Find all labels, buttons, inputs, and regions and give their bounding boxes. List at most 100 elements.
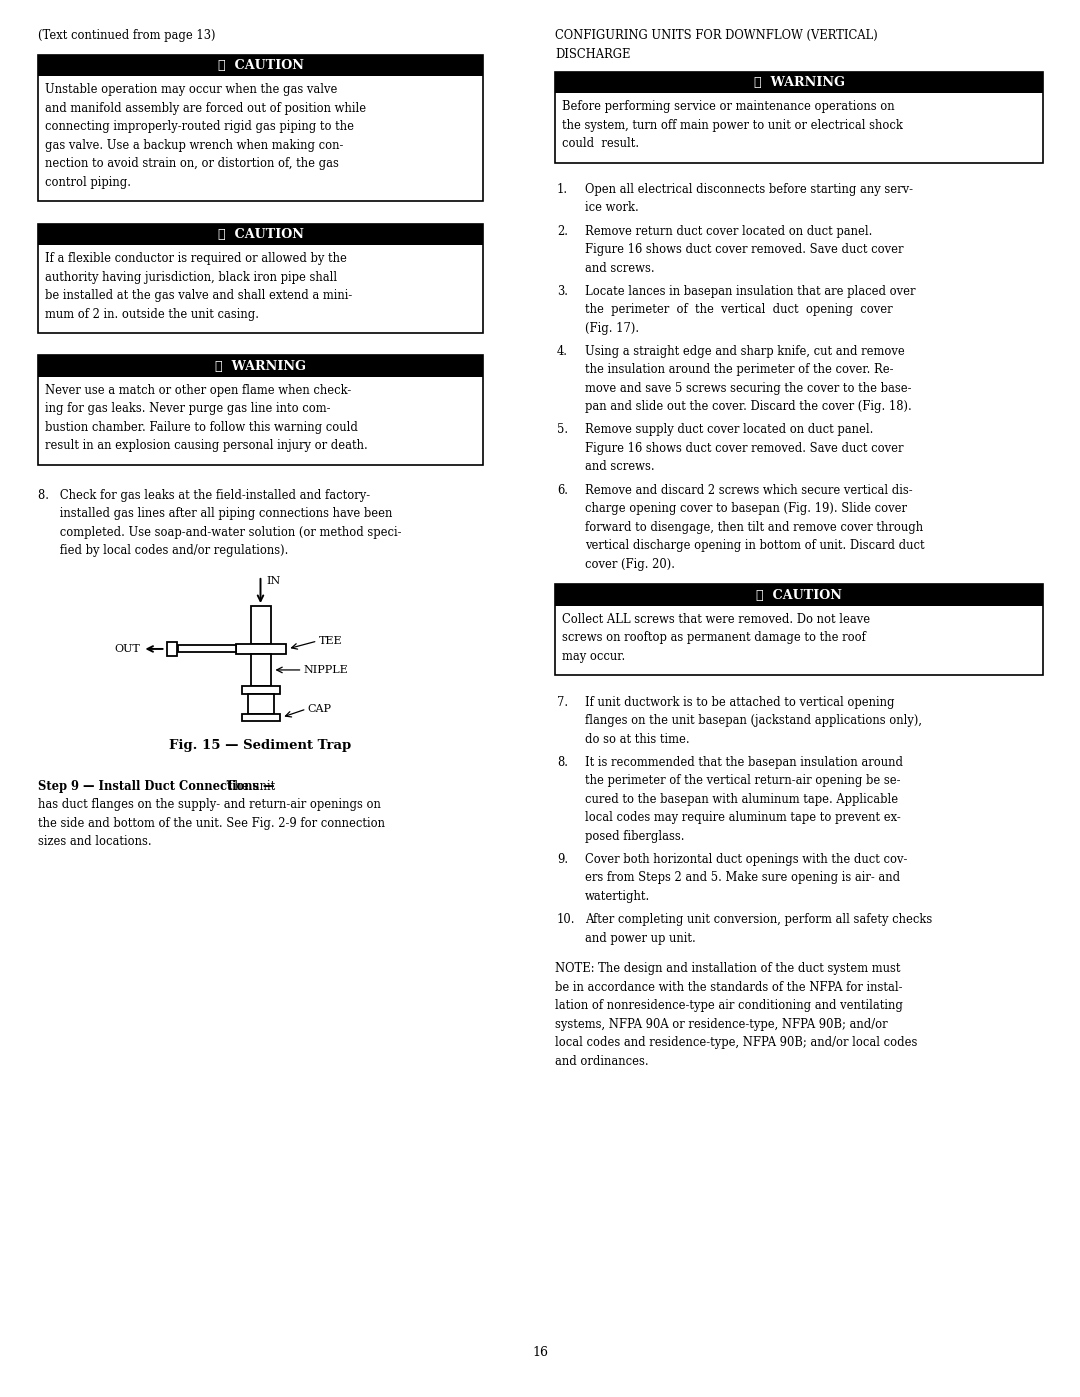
Text: OUT: OUT bbox=[114, 644, 140, 654]
Text: CONFIGURING UNITS FOR DOWNFLOW (VERTICAL): CONFIGURING UNITS FOR DOWNFLOW (VERTICAL… bbox=[555, 29, 878, 42]
Text: The unit: The unit bbox=[222, 780, 275, 792]
Text: gas valve. Use a backup wrench when making con-: gas valve. Use a backup wrench when maki… bbox=[45, 138, 343, 152]
Text: Remove return duct cover located on duct panel.: Remove return duct cover located on duct… bbox=[585, 225, 873, 237]
Text: and power up unit.: and power up unit. bbox=[585, 932, 696, 944]
Text: may occur.: may occur. bbox=[562, 650, 625, 662]
Text: 10.: 10. bbox=[557, 914, 576, 926]
Text: posed fiberglass.: posed fiberglass. bbox=[585, 830, 685, 842]
Text: Open all electrical disconnects before starting any serv-: Open all electrical disconnects before s… bbox=[585, 183, 913, 196]
Bar bbox=[555, 584, 1043, 606]
Text: sizes and locations.: sizes and locations. bbox=[38, 835, 151, 848]
Text: installed gas lines after all piping connections have been: installed gas lines after all piping con… bbox=[38, 507, 392, 520]
Text: connecting improperly-routed rigid gas piping to the: connecting improperly-routed rigid gas p… bbox=[45, 120, 354, 133]
Text: Fig. 15 — Sediment Trap: Fig. 15 — Sediment Trap bbox=[170, 739, 352, 752]
Bar bbox=[555, 71, 1043, 162]
Text: flanges on the unit basepan (jackstand applications only),: flanges on the unit basepan (jackstand a… bbox=[585, 714, 922, 728]
Text: CAP: CAP bbox=[308, 704, 332, 714]
Bar bbox=[38, 54, 483, 201]
Text: be installed at the gas valve and shall extend a mini-: be installed at the gas valve and shall … bbox=[45, 289, 352, 302]
Text: cured to the basepan with aluminum tape. Applicable: cured to the basepan with aluminum tape.… bbox=[585, 793, 899, 806]
Text: be in accordance with the standards of the NFPA for instal-: be in accordance with the standards of t… bbox=[555, 981, 903, 993]
Text: ing for gas leaks. Never purge gas line into com-: ing for gas leaks. Never purge gas line … bbox=[45, 402, 330, 415]
Text: 4.: 4. bbox=[557, 345, 568, 358]
Text: Collect ALL screws that were removed. Do not leave: Collect ALL screws that were removed. Do… bbox=[562, 613, 870, 626]
Text: and screws.: and screws. bbox=[585, 461, 654, 474]
Bar bbox=[251, 654, 270, 686]
Text: After completing unit conversion, perform all safety checks: After completing unit conversion, perfor… bbox=[585, 914, 932, 926]
Text: Figure 16 shows duct cover removed. Save duct cover: Figure 16 shows duct cover removed. Save… bbox=[585, 441, 904, 455]
Text: systems, NFPA 90A or residence-type, NFPA 90B; and/or: systems, NFPA 90A or residence-type, NFP… bbox=[555, 1017, 888, 1031]
Text: ⚠  WARNING: ⚠ WARNING bbox=[215, 359, 306, 373]
Text: ⚠  CAUTION: ⚠ CAUTION bbox=[217, 59, 303, 73]
Bar bbox=[38, 355, 483, 465]
Text: authority having jurisdiction, black iron pipe shall: authority having jurisdiction, black iro… bbox=[45, 271, 337, 284]
Text: control piping.: control piping. bbox=[45, 176, 131, 189]
Bar bbox=[38, 224, 483, 244]
Bar bbox=[38, 355, 483, 377]
Text: bustion chamber. Failure to follow this warning could: bustion chamber. Failure to follow this … bbox=[45, 420, 357, 434]
Text: charge opening cover to basepan (Fig. 19). Slide cover: charge opening cover to basepan (Fig. 19… bbox=[585, 502, 907, 515]
Text: TEE: TEE bbox=[319, 636, 342, 645]
Text: move and save 5 screws securing the cover to the base-: move and save 5 screws securing the cove… bbox=[585, 381, 912, 395]
Text: 6.: 6. bbox=[557, 483, 568, 496]
Text: 8.: 8. bbox=[557, 756, 568, 768]
Text: 16: 16 bbox=[532, 1345, 548, 1359]
Text: the insulation around the perimeter of the cover. Re-: the insulation around the perimeter of t… bbox=[585, 363, 893, 376]
Text: nection to avoid strain on, or distortion of, the gas: nection to avoid strain on, or distortio… bbox=[45, 158, 339, 170]
Text: NOTE: The design and installation of the duct system must: NOTE: The design and installation of the… bbox=[555, 963, 901, 975]
Text: and manifold assembly are forced out of position while: and manifold assembly are forced out of … bbox=[45, 102, 366, 115]
Bar bbox=[555, 71, 1043, 94]
Text: Locate lances in basepan insulation that are placed over: Locate lances in basepan insulation that… bbox=[585, 285, 916, 298]
Bar bbox=[38, 224, 483, 332]
Text: It is recommended that the basepan insulation around: It is recommended that the basepan insul… bbox=[585, 756, 903, 768]
Text: (Text continued from page 13): (Text continued from page 13) bbox=[38, 29, 216, 42]
Text: completed. Use soap-and-water solution (or method speci-: completed. Use soap-and-water solution (… bbox=[38, 525, 402, 539]
Bar bbox=[235, 644, 285, 654]
Text: 5.: 5. bbox=[557, 423, 568, 436]
Text: DISCHARGE: DISCHARGE bbox=[555, 47, 631, 60]
Bar bbox=[38, 54, 483, 77]
Text: result in an explosion causing personal injury or death.: result in an explosion causing personal … bbox=[45, 439, 368, 453]
Text: ⚠  CAUTION: ⚠ CAUTION bbox=[217, 228, 303, 240]
Text: (Fig. 17).: (Fig. 17). bbox=[585, 321, 639, 335]
Text: Remove supply duct cover located on duct panel.: Remove supply duct cover located on duct… bbox=[585, 423, 874, 436]
Text: 3.: 3. bbox=[557, 285, 568, 298]
Text: Unstable operation may occur when the gas valve: Unstable operation may occur when the ga… bbox=[45, 84, 337, 96]
Bar bbox=[242, 714, 280, 721]
Bar bbox=[167, 643, 177, 657]
Text: do so at this time.: do so at this time. bbox=[585, 732, 690, 746]
Text: watertight.: watertight. bbox=[585, 890, 650, 902]
Text: Before performing service or maintenance operations on: Before performing service or maintenance… bbox=[562, 101, 894, 113]
Text: NIPPLE: NIPPLE bbox=[303, 665, 348, 675]
Text: lation of nonresidence-type air conditioning and ventilating: lation of nonresidence-type air conditio… bbox=[555, 999, 903, 1011]
Bar bbox=[242, 686, 280, 694]
Text: screws on rooftop as permanent damage to the roof: screws on rooftop as permanent damage to… bbox=[562, 631, 866, 644]
Text: cover (Fig. 20).: cover (Fig. 20). bbox=[585, 557, 675, 570]
Text: the side and bottom of the unit. See Fig. 2-9 for connection: the side and bottom of the unit. See Fig… bbox=[38, 817, 384, 830]
Text: ⚠  CAUTION: ⚠ CAUTION bbox=[756, 588, 842, 602]
Text: If unit ductwork is to be attached to vertical opening: If unit ductwork is to be attached to ve… bbox=[585, 696, 894, 708]
Text: local codes may require aluminum tape to prevent ex-: local codes may require aluminum tape to… bbox=[585, 812, 901, 824]
Bar bbox=[177, 645, 235, 652]
Text: the system, turn off main power to unit or electrical shock: the system, turn off main power to unit … bbox=[562, 119, 903, 131]
Text: 8.   Check for gas leaks at the field-installed and factory-: 8. Check for gas leaks at the field-inst… bbox=[38, 489, 370, 502]
Text: Using a straight edge and sharp knife, cut and remove: Using a straight edge and sharp knife, c… bbox=[585, 345, 905, 358]
Text: 2.: 2. bbox=[557, 225, 568, 237]
Text: If a flexible conductor is required or allowed by the: If a flexible conductor is required or a… bbox=[45, 251, 347, 265]
Text: the  perimeter  of  the  vertical  duct  opening  cover: the perimeter of the vertical duct openi… bbox=[585, 303, 893, 316]
Text: vertical discharge opening in bottom of unit. Discard duct: vertical discharge opening in bottom of … bbox=[585, 539, 924, 552]
Text: Step 9 — Install Duct Connections —: Step 9 — Install Duct Connections — bbox=[38, 780, 274, 792]
Text: ers from Steps 2 and 5. Make sure opening is air- and: ers from Steps 2 and 5. Make sure openin… bbox=[585, 872, 900, 884]
Text: fied by local codes and/or regulations).: fied by local codes and/or regulations). bbox=[38, 545, 288, 557]
Text: Cover both horizontal duct openings with the duct cov-: Cover both horizontal duct openings with… bbox=[585, 854, 907, 866]
Text: local codes and residence-type, NFPA 90B; and/or local codes: local codes and residence-type, NFPA 90B… bbox=[555, 1037, 917, 1049]
Text: 1.: 1. bbox=[557, 183, 568, 196]
Text: Figure 16 shows duct cover removed. Save duct cover: Figure 16 shows duct cover removed. Save… bbox=[585, 243, 904, 256]
Text: Never use a match or other open flame when check-: Never use a match or other open flame wh… bbox=[45, 384, 351, 397]
Text: and screws.: and screws. bbox=[585, 261, 654, 275]
Text: Remove and discard 2 screws which secure vertical dis-: Remove and discard 2 screws which secure… bbox=[585, 483, 913, 496]
Text: IN: IN bbox=[267, 576, 281, 585]
Bar bbox=[251, 606, 270, 644]
Text: has duct flanges on the supply- and return-air openings on: has duct flanges on the supply- and retu… bbox=[38, 798, 381, 812]
Bar bbox=[555, 584, 1043, 675]
